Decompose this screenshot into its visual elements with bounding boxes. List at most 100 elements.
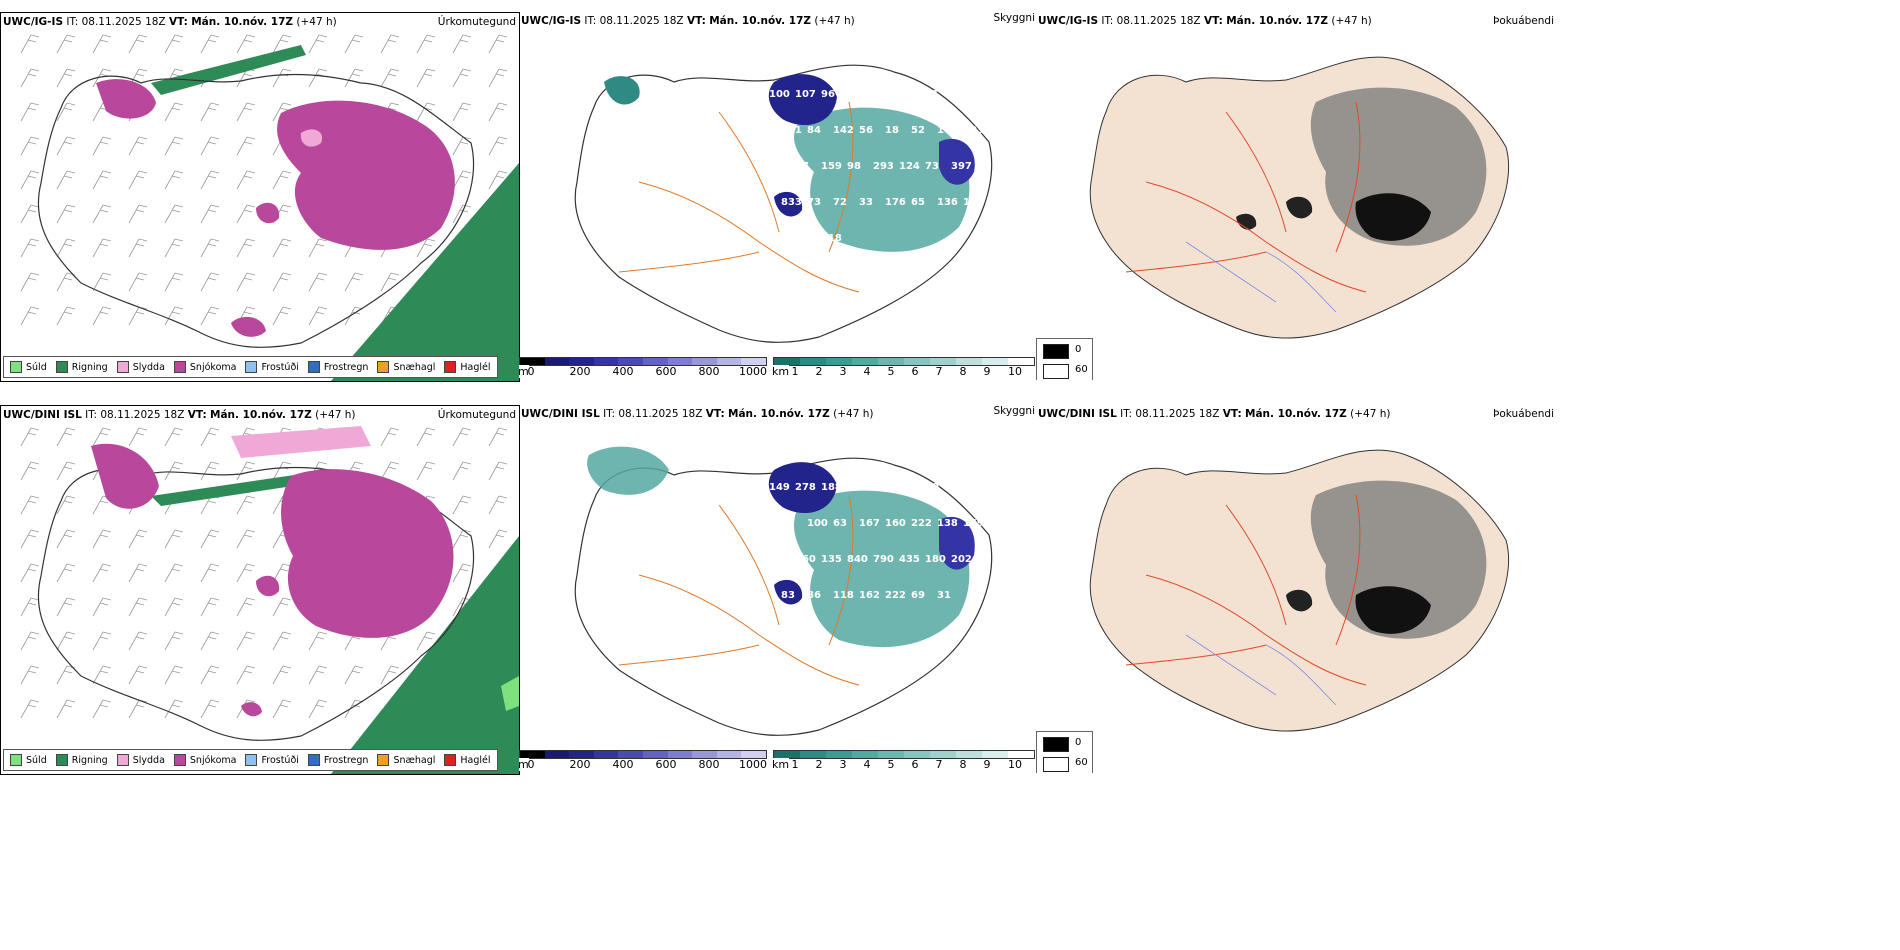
cloud-base-label: 203 xyxy=(963,125,984,136)
wind-barb xyxy=(200,204,220,224)
cloud-base-label: 31 xyxy=(937,590,951,601)
cloudbase-ticks: 0 200 400 600 800 1000 xyxy=(527,758,768,771)
wind-barb xyxy=(164,136,184,156)
snow-area xyxy=(281,469,454,638)
wind-barb xyxy=(236,461,256,481)
visibility-colorbar: km 1 2 3 4 5 6 7 8 9 10 xyxy=(772,750,1035,771)
wind-barb xyxy=(488,170,508,190)
wind-barb xyxy=(200,427,220,447)
wind-barb xyxy=(164,170,184,190)
row1-ptype-label: Úrkomutegund xyxy=(437,16,516,28)
wind-barb xyxy=(236,495,256,515)
roads xyxy=(618,101,860,293)
wind-barb xyxy=(272,68,292,88)
cloud-base-label: 33 xyxy=(859,197,873,208)
wind-barb xyxy=(56,102,76,122)
wind-barb xyxy=(20,699,40,719)
wind-barb xyxy=(56,170,76,190)
wind-barb xyxy=(56,495,76,515)
wind-barb xyxy=(200,461,220,481)
rain-band xyxy=(331,163,519,381)
wind-barb xyxy=(416,461,436,481)
snow-area-nw xyxy=(96,79,156,119)
wind-barb xyxy=(128,170,148,190)
fog-swatch-0 xyxy=(1043,344,1069,359)
wind-barb xyxy=(452,495,472,515)
wind-barb xyxy=(92,238,112,258)
sleet-band xyxy=(231,426,371,458)
wind-barb xyxy=(92,204,112,224)
wind-barb xyxy=(200,563,220,583)
wind-barb xyxy=(200,306,220,326)
wind-barb xyxy=(164,699,184,719)
rivers xyxy=(1185,241,1337,313)
wind-barb xyxy=(380,34,400,54)
wind-barb xyxy=(452,136,472,156)
ptype-legend: Súld Rigning Slydda Snjókoma Frostúði Fr… xyxy=(3,356,498,378)
cloud-base-label: 840 xyxy=(847,554,868,565)
visibility-ticks: 1 2 3 4 5 6 7 8 9 10 xyxy=(791,365,1023,378)
cloud-base-label: 111 xyxy=(781,125,802,136)
cloud-base-label: 188 xyxy=(821,482,842,493)
row1-cloud-title: UWC/IG-IS IT: 08.11.2025 18Z VT: Mán. 10… xyxy=(521,15,855,27)
wind-barb xyxy=(380,272,400,292)
wind-barb xyxy=(308,272,328,292)
wind-barb xyxy=(236,529,256,549)
wind-barb xyxy=(164,238,184,258)
visibility-unit: km xyxy=(772,365,790,378)
wind-barb xyxy=(56,631,76,651)
wind-barb xyxy=(20,461,40,481)
wind-barb xyxy=(452,102,472,122)
snow-patch-small xyxy=(256,202,280,224)
iceland-outline xyxy=(37,73,475,348)
fog-dark xyxy=(1355,193,1431,241)
wind-barb xyxy=(488,68,508,88)
cloud-base-label: 100 xyxy=(807,518,828,529)
iceland-outline xyxy=(37,466,475,741)
legend-item: Frostregn xyxy=(307,754,368,766)
fog-area xyxy=(1310,87,1487,246)
wind-barb xyxy=(128,665,148,685)
legend-item: Súld xyxy=(10,754,47,766)
cloud-base-label: 56 xyxy=(859,125,873,136)
wind-barb xyxy=(200,597,220,617)
wind-barb xyxy=(20,272,40,292)
wind-barb xyxy=(92,529,112,549)
fog-spot-w xyxy=(1236,213,1257,230)
cloud-base-label: 124 xyxy=(899,161,920,172)
cloud-base-label: 293 xyxy=(873,161,894,172)
wind-barb xyxy=(128,427,148,447)
drizzle-patch xyxy=(501,676,519,711)
wind-barb xyxy=(20,34,40,54)
wind-barb xyxy=(272,597,292,617)
wind-barb xyxy=(164,34,184,54)
cloudbase-spot xyxy=(774,191,803,217)
wind-barb xyxy=(200,699,220,719)
wind-barb xyxy=(92,306,112,326)
row1-cloud-label: Skyggni xyxy=(993,12,1036,24)
wind-barb xyxy=(20,238,40,258)
cloud-base-label: 52 xyxy=(911,125,925,136)
wind-barb xyxy=(380,68,400,88)
wind-barb xyxy=(20,68,40,88)
cloud-base-label: 73 xyxy=(807,197,821,208)
snow-patch-south xyxy=(241,702,262,717)
wind-barb xyxy=(56,665,76,685)
cloud-base-label: 159 xyxy=(821,161,842,172)
wind-barb xyxy=(56,238,76,258)
cloud-base-label: 202 xyxy=(951,554,972,565)
wind-barb xyxy=(20,170,40,190)
cloud-base-label: 86 xyxy=(807,590,821,601)
wind-barb xyxy=(272,631,292,651)
wind-barb xyxy=(236,597,256,617)
ptype-legend: Súld Rigning Slydda Snjókoma Frostúði Fr… xyxy=(3,749,498,771)
wind-barb xyxy=(92,563,112,583)
rivers xyxy=(1185,634,1337,706)
wind-barb xyxy=(488,102,508,122)
wind-barb xyxy=(452,529,472,549)
wind-barb xyxy=(344,665,364,685)
cloud-base-label: 97 xyxy=(781,518,795,529)
cloud-labels: 149 278 188 69 61 88 90 102 97 100 63 167 160 222 138 1… xyxy=(769,482,984,601)
wind-barb xyxy=(380,665,400,685)
visibility-colorbar: km 1 2 3 4 5 6 7 8 9 10 xyxy=(772,357,1035,378)
